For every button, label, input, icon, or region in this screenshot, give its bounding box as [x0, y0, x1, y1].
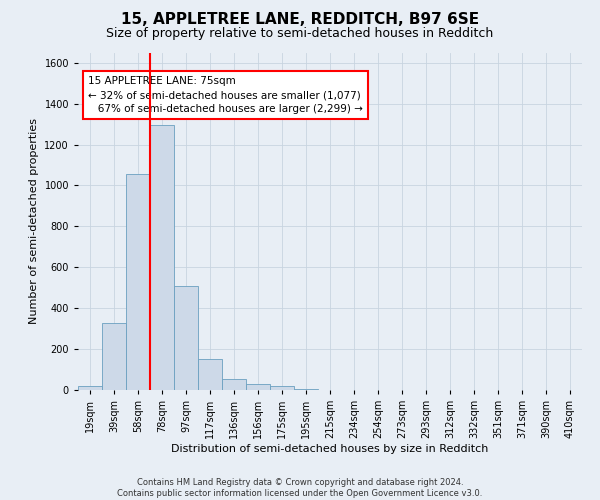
Bar	[126, 174, 150, 390]
Y-axis label: Number of semi-detached properties: Number of semi-detached properties	[29, 118, 39, 324]
Bar	[294, 389, 318, 390]
Text: Size of property relative to semi-detached houses in Redditch: Size of property relative to semi-detach…	[106, 28, 494, 40]
Bar	[102, 322, 126, 390]
Bar	[246, 384, 270, 390]
Bar	[222, 379, 246, 390]
Text: Contains HM Land Registry data © Crown copyright and database right 2024.
Contai: Contains HM Land Registry data © Crown c…	[118, 478, 482, 498]
Text: 15, APPLETREE LANE, REDDITCH, B97 6SE: 15, APPLETREE LANE, REDDITCH, B97 6SE	[121, 12, 479, 28]
Bar	[150, 125, 174, 390]
Bar	[78, 386, 102, 390]
Text: 15 APPLETREE LANE: 75sqm
← 32% of semi-detached houses are smaller (1,077)
   67: 15 APPLETREE LANE: 75sqm ← 32% of semi-d…	[88, 76, 363, 114]
Bar	[270, 386, 294, 390]
Bar	[198, 360, 222, 390]
Bar	[174, 286, 198, 390]
X-axis label: Distribution of semi-detached houses by size in Redditch: Distribution of semi-detached houses by …	[172, 444, 488, 454]
